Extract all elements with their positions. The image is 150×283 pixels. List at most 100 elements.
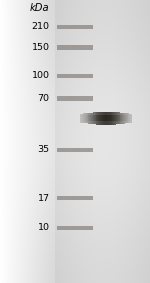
Bar [97,115,98,121]
Bar [123,113,124,124]
Bar [108,115,109,121]
Bar [118,115,119,121]
Bar [111,112,112,125]
Bar [57,226,93,230]
Bar [80,114,81,123]
Bar [106,112,107,125]
Bar [127,113,128,123]
Bar [101,112,102,125]
Bar [131,115,132,121]
Bar [113,115,114,121]
Bar [105,115,106,121]
Bar [95,115,96,121]
Bar [125,113,126,123]
Bar [90,115,91,121]
Bar [57,196,93,200]
Bar [92,115,93,121]
Bar [57,25,93,29]
Bar [87,113,88,124]
Bar [114,115,115,121]
Bar [126,113,127,123]
Bar [84,115,85,121]
Text: 150: 150 [32,43,50,52]
Bar [115,112,116,125]
Bar [123,115,124,121]
Bar [83,113,84,123]
Text: 70: 70 [38,94,50,103]
Bar [99,115,100,121]
Bar [82,115,83,121]
Bar [57,148,93,152]
Bar [104,115,105,121]
Bar [121,113,122,124]
Bar [94,115,95,121]
Bar [95,112,96,124]
Bar [85,115,86,121]
Bar [114,112,115,125]
Bar [122,113,123,124]
Bar [113,112,114,125]
Text: kDa: kDa [30,3,50,14]
Bar [125,115,126,121]
Bar [104,112,105,125]
Bar [93,112,94,124]
Bar [107,112,108,125]
Bar [97,112,98,125]
Text: 17: 17 [38,194,50,203]
Bar [112,115,113,121]
Bar [84,113,85,123]
Bar [86,115,87,121]
Bar [91,113,92,124]
Bar [103,115,104,121]
Bar [107,115,108,121]
Bar [118,112,119,124]
Bar [88,115,89,121]
Bar [122,115,123,121]
Bar [120,113,121,124]
Bar [80,115,81,121]
Bar [98,112,99,125]
Bar [94,112,95,124]
Bar [91,115,92,121]
Bar [101,115,102,121]
Bar [116,112,117,125]
Bar [98,115,99,121]
Bar [129,113,130,123]
Bar [126,115,127,121]
Bar [96,115,97,121]
Bar [127,115,128,121]
Text: 100: 100 [32,71,50,80]
Bar [83,115,84,121]
Bar [116,115,117,121]
Text: 10: 10 [38,223,50,232]
Bar [102,112,103,125]
Bar [57,45,93,50]
Bar [81,115,82,121]
Bar [110,112,111,125]
Bar [92,113,93,124]
Bar [96,112,97,125]
Bar [128,115,129,121]
Bar [102,115,103,121]
Bar [129,115,130,121]
Bar [119,115,120,121]
Bar [89,113,90,124]
Bar [131,114,132,123]
Bar [106,115,107,121]
Bar [130,113,131,123]
Bar [124,115,125,121]
Text: 210: 210 [32,22,50,31]
Bar [109,112,110,125]
Bar [93,115,94,121]
Bar [89,115,90,121]
Bar [121,115,122,121]
Bar [105,112,106,125]
Bar [86,113,87,123]
Bar [117,112,118,124]
Bar [108,112,109,125]
Bar [99,112,100,125]
Bar [85,113,86,123]
Bar [124,113,125,124]
Bar [112,112,113,125]
Bar [119,112,120,124]
